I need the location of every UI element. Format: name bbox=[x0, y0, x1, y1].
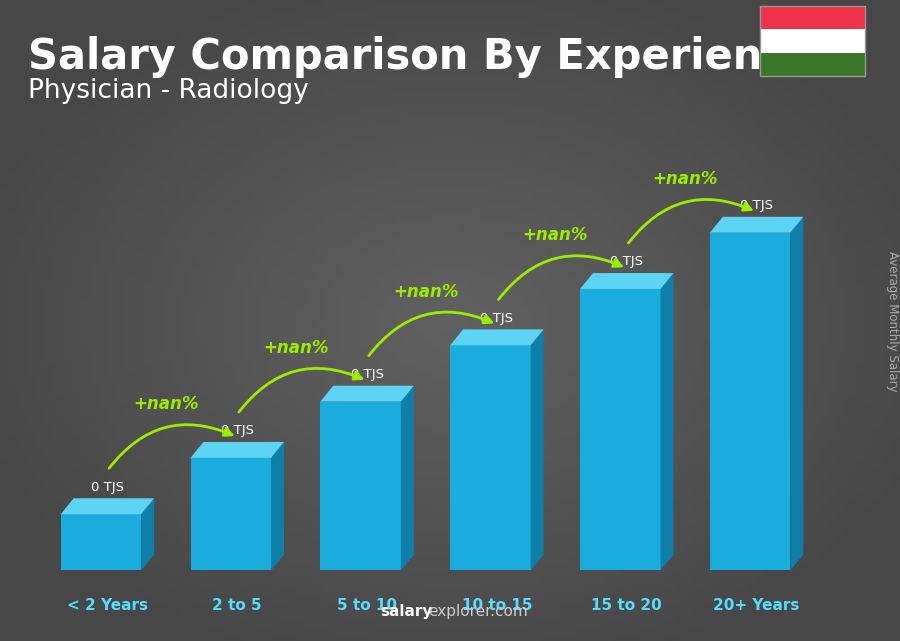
Text: salary: salary bbox=[380, 604, 432, 619]
Text: +nan%: +nan% bbox=[652, 170, 718, 188]
Polygon shape bbox=[790, 217, 804, 570]
Polygon shape bbox=[191, 458, 271, 570]
Text: +nan%: +nan% bbox=[523, 226, 588, 244]
Polygon shape bbox=[271, 442, 284, 570]
Polygon shape bbox=[580, 273, 673, 289]
Polygon shape bbox=[60, 514, 141, 570]
Polygon shape bbox=[141, 498, 154, 570]
Polygon shape bbox=[531, 329, 544, 570]
Text: 10 to 15: 10 to 15 bbox=[462, 598, 532, 613]
Polygon shape bbox=[450, 345, 531, 570]
Bar bbox=[760, 6, 865, 29]
Polygon shape bbox=[320, 401, 400, 570]
Bar bbox=[760, 6, 865, 76]
Text: explorer.com: explorer.com bbox=[428, 604, 527, 619]
Bar bbox=[760, 29, 865, 53]
Text: 2 to 5: 2 to 5 bbox=[212, 598, 262, 613]
Text: 15 to 20: 15 to 20 bbox=[591, 598, 662, 613]
Text: 0 TJS: 0 TJS bbox=[740, 199, 773, 212]
Text: +nan%: +nan% bbox=[392, 283, 458, 301]
Polygon shape bbox=[580, 289, 661, 570]
Text: 0 TJS: 0 TJS bbox=[610, 255, 644, 269]
Text: Average Monthly Salary: Average Monthly Salary bbox=[886, 251, 899, 391]
Text: 0 TJS: 0 TJS bbox=[351, 368, 383, 381]
Text: Physician - Radiology: Physician - Radiology bbox=[28, 78, 309, 104]
Polygon shape bbox=[60, 498, 154, 514]
Polygon shape bbox=[320, 386, 414, 401]
Text: 0 TJS: 0 TJS bbox=[220, 424, 254, 437]
Polygon shape bbox=[661, 273, 673, 570]
Polygon shape bbox=[710, 217, 804, 233]
Polygon shape bbox=[400, 386, 414, 570]
Text: Salary Comparison By Experience: Salary Comparison By Experience bbox=[28, 36, 815, 78]
Text: +nan%: +nan% bbox=[133, 395, 199, 413]
Bar bbox=[760, 53, 865, 76]
Text: 0 TJS: 0 TJS bbox=[91, 481, 124, 494]
Polygon shape bbox=[710, 233, 790, 570]
Text: 5 to 10: 5 to 10 bbox=[338, 598, 397, 613]
Text: +nan%: +nan% bbox=[263, 339, 328, 357]
Text: 20+ Years: 20+ Years bbox=[714, 598, 800, 613]
Text: 0 TJS: 0 TJS bbox=[481, 312, 513, 324]
Text: < 2 Years: < 2 Years bbox=[67, 598, 148, 613]
Polygon shape bbox=[191, 442, 284, 458]
Polygon shape bbox=[450, 329, 544, 345]
